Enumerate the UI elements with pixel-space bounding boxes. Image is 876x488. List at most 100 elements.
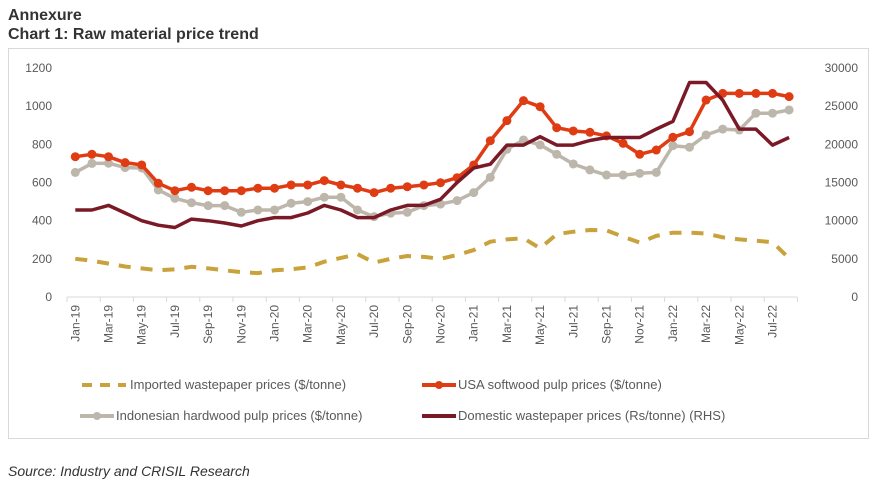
chart-frame [8,48,869,439]
data-point [701,130,711,140]
data-point [568,159,578,169]
data-point [220,186,230,196]
data-point [286,180,296,190]
data-point [535,102,545,112]
y-left-tick-label: 800 [32,137,52,151]
data-point [784,105,794,115]
data-point [436,178,445,188]
data-point [768,108,777,118]
data-point [336,180,346,190]
x-tick-label: Nov-19 [234,305,248,344]
y-left-tick-label: 0 [45,290,52,304]
data-point [469,188,479,198]
x-tick-label: Jul-20 [367,305,381,338]
data-point [568,126,578,136]
data-point [585,165,595,175]
data-point [286,198,296,208]
data-point [353,205,362,215]
y-right-tick-label: 20000 [825,137,859,151]
x-tick-label: Jul-19 [168,305,182,338]
data-point [386,183,396,193]
legend-item-imported: Imported wastepaper prices ($/tonne) [80,377,346,392]
y-right-tick-label: 0 [851,290,858,304]
legend-item-indonesian-hardwood: Indonesian hardwood pulp prices ($/tonne… [80,408,362,423]
data-point [602,170,611,180]
series-line-0 [75,228,791,276]
data-point [187,198,196,208]
x-tick-label: May-22 [732,305,746,345]
data-point [402,182,412,192]
data-point [685,127,694,137]
chart-title: Chart 1: Raw material price trend [8,26,259,43]
data-point [120,158,130,168]
x-tick-label: Sep-19 [201,305,215,344]
data-point [303,197,313,207]
data-point [319,176,329,186]
data-point [87,158,97,168]
y-left-tick-label: 400 [32,214,52,228]
data-point [635,168,645,178]
x-tick-label: Jan-20 [268,305,282,342]
data-point [701,95,711,105]
data-point [170,186,180,196]
x-tick-label: Mar-19 [102,305,116,343]
data-point [552,149,562,159]
y-left-tick-label: 600 [32,176,52,190]
data-point [635,149,645,159]
data-point [104,158,113,168]
data-point [485,172,495,182]
data-point [270,183,279,193]
legend-label: Domestic wastepaper prices (Rs/tonne) (R… [458,408,726,423]
legend-swatch-dashed [82,382,126,387]
data-point [452,196,462,206]
data-point [70,152,80,162]
data-point [104,152,113,162]
legend-swatch-marker-line [80,411,114,420]
x-tick-label: May-21 [533,305,547,345]
y-right-tick-label: 30000 [825,61,859,75]
x-tick-label: Sep-21 [600,305,614,344]
data-point [70,167,80,177]
data-point [519,96,528,106]
data-point [751,108,761,118]
data-point [502,116,512,126]
data-point [618,138,628,148]
data-point [751,88,761,98]
data-point [336,192,346,202]
y-left-tick-label: 200 [32,252,52,266]
data-point [187,182,196,192]
x-tick-label: Nov-20 [434,305,448,344]
data-point [253,183,263,193]
legend-label: Imported wastepaper prices ($/tonne) [130,377,347,392]
legend-label: USA softwood pulp prices ($/tonne) [458,377,662,392]
legend-swatch-marker-line [422,380,456,389]
data-point [87,149,97,159]
x-tick-label: Jan-21 [467,305,481,342]
data-point [485,136,495,146]
data-point [236,186,246,196]
source-note: Source: Industry and CRISIL Research [8,463,250,479]
x-tick-label: Nov-21 [633,305,647,344]
y-right-tick-label: 10000 [825,214,859,228]
data-point [203,201,213,211]
x-tick-label: Jan-22 [666,305,680,342]
data-point [153,185,163,195]
x-tick-label: Jul-21 [566,305,580,338]
x-tick-label: Sep-20 [400,305,414,344]
heading: Annexure [8,7,82,24]
x-tick-label: Mar-21 [500,305,514,343]
legend-swatch-line [422,413,456,418]
data-point [270,205,279,215]
data-point [668,141,678,151]
data-point [137,160,147,170]
data-point [535,140,545,150]
data-point [618,170,628,180]
series-line-3 [75,80,790,230]
data-point [369,188,379,198]
data-point [402,207,412,217]
x-tick-label: Jul-22 [766,305,780,338]
legend-label: Indonesian hardwood pulp prices ($/tonne… [116,408,363,423]
data-point [353,183,362,193]
data-point [419,180,429,190]
data-point [153,178,163,188]
